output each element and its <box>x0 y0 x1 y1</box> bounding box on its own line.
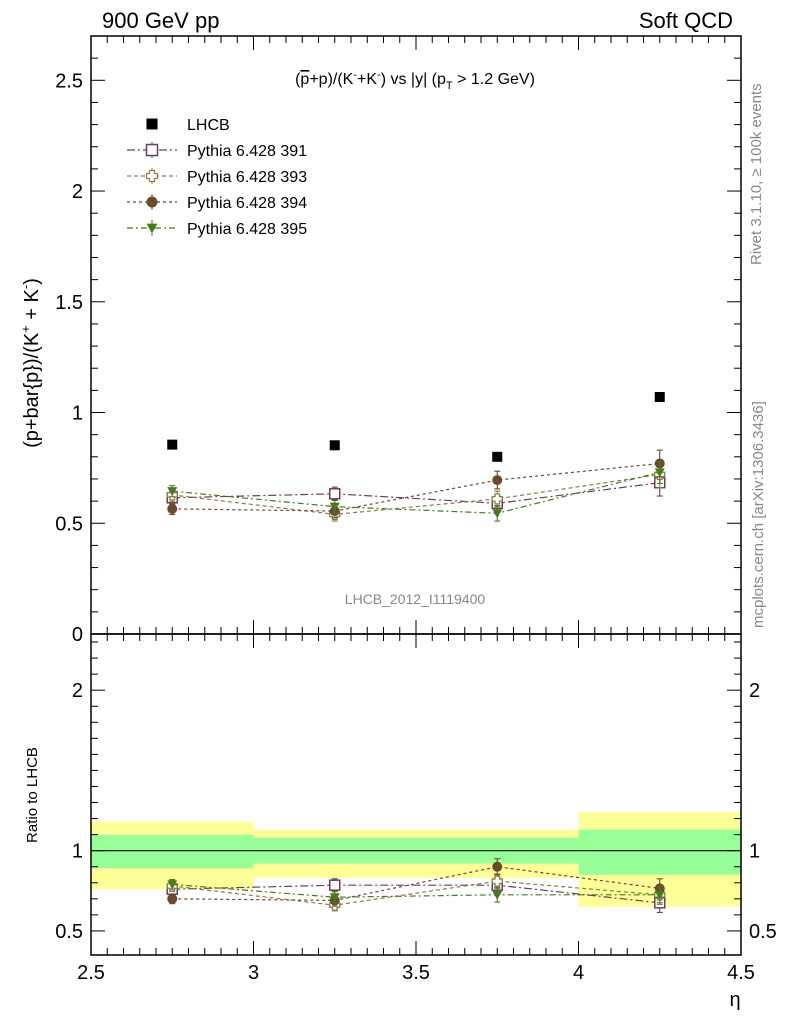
marker-open-cross <box>145 169 159 183</box>
marker-circle <box>492 861 503 872</box>
header-right: Soft QCD <box>639 8 733 33</box>
marker-triangle <box>492 890 503 900</box>
marker-triangle <box>654 468 665 478</box>
x-tick-label: 3.5 <box>402 962 430 984</box>
y-tick-label: 1.5 <box>55 292 83 314</box>
marker-square <box>329 440 340 451</box>
ratio-plot: 2.5 3 3.5 4 4.5 0.5 0.5 1 1 2 2 <box>55 633 777 984</box>
x-axis-label: η <box>729 989 740 1011</box>
legend-label: Pythia 6.428 393 <box>187 169 307 186</box>
y-tick-label: 0.5 <box>55 513 83 535</box>
x-tick-label: 3 <box>248 962 259 984</box>
mcplots-label: mcplots.cern.ch [arXiv:1306.3436] <box>750 401 767 628</box>
ratio-y-tick-label: 1 <box>72 841 83 863</box>
y-tick-label: 2 <box>72 181 83 203</box>
ratio-band-inner <box>578 829 741 875</box>
marker-circle <box>167 893 178 904</box>
legend: LHCB Pythia 6.428 391 Pythia 6.428 393 Pyth… <box>127 117 307 238</box>
x-tick-label: 4.5 <box>727 962 755 984</box>
marker-open-square <box>329 879 341 891</box>
ratio-y-tick-label-right: 0.5 <box>749 921 777 943</box>
marker-open-cross <box>491 875 503 887</box>
y-tick-label: 1 <box>72 403 83 425</box>
ratio-band-inner <box>91 834 254 869</box>
series-line <box>172 471 660 514</box>
marker-triangle <box>654 890 665 900</box>
marker-circle <box>492 475 503 486</box>
series-line <box>172 482 660 504</box>
header-left: 900 GeV pp <box>102 8 219 33</box>
series-line <box>172 883 660 898</box>
marker-open-cross <box>491 493 503 505</box>
legend-label: Pythia 6.428 394 <box>187 195 307 212</box>
marker-open-square <box>329 488 341 500</box>
ratio-ylabel: Ratio to LHCB <box>24 747 41 843</box>
marker-square <box>146 118 158 130</box>
marker-triangle <box>167 487 178 497</box>
legend-label: Pythia 6.428 391 <box>187 143 307 160</box>
series-line <box>172 880 660 906</box>
y-tick-label: 2.5 <box>55 70 83 92</box>
pbar-symbol: p <box>300 71 309 88</box>
ratio-y-tick-label: 2 <box>72 680 83 702</box>
ratio-y-tick-label-right: 2 <box>749 680 760 702</box>
plot-title: (p+p)/(K-+K-) vs |y| (pT > 1.2 GeV) <box>295 69 535 92</box>
legend-label: Pythia 6.428 395 <box>187 221 307 238</box>
marker-circle <box>146 196 158 208</box>
marker-circle <box>167 503 178 514</box>
series-line <box>172 866 660 902</box>
series-line <box>172 473 660 516</box>
marker-triangle <box>329 893 340 903</box>
ratio-y-tick-label: 0.5 <box>55 921 83 943</box>
rivet-label: Rivet 3.1.10, ≥ 100k events <box>748 83 765 265</box>
y-tick-label: 0 <box>72 624 83 646</box>
main-plot: 0 0.5 1 1.5 2 2.5 <box>55 35 742 955</box>
marker-square <box>167 439 178 450</box>
marker-triangle <box>329 502 340 512</box>
x-tick-label: 2.5 <box>77 962 105 984</box>
main-ylabel: (p+bar{p})/(K+ + K-) <box>18 278 43 448</box>
series-line <box>172 884 660 904</box>
marker-open-square <box>145 143 159 157</box>
series-line <box>172 462 660 512</box>
marker-square <box>654 392 665 403</box>
ratio-frame <box>90 633 742 956</box>
marker-triangle <box>167 880 178 890</box>
x-tick-label: 4 <box>573 962 584 984</box>
marker-square <box>492 451 503 462</box>
analysis-watermark: LHCB_2012_I1119400 <box>345 591 486 607</box>
marker-triangle <box>492 509 503 519</box>
legend-label: LHCB <box>187 117 230 134</box>
ratio-y-tick-label-right: 1 <box>749 841 760 863</box>
marker-triangle <box>146 223 158 234</box>
